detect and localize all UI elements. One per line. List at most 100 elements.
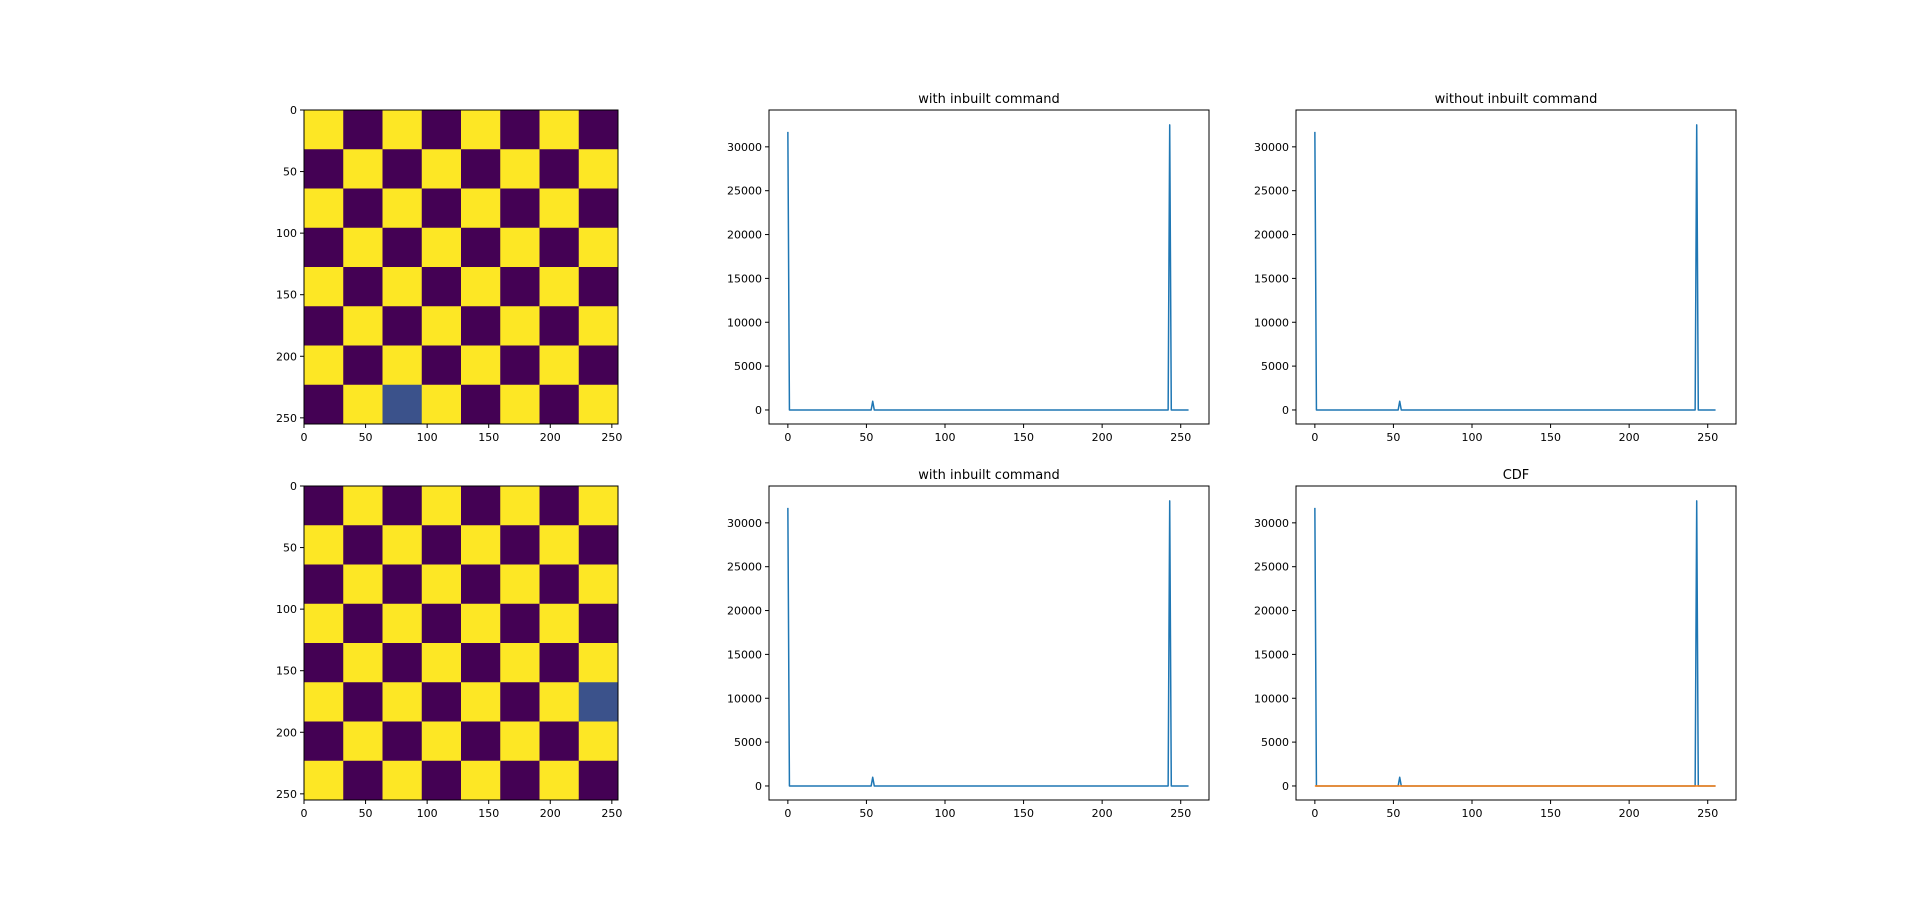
image-top-cell-1-5 [500,149,540,189]
hist-bottom-middle-frame [768,485,1210,801]
image-bottom-frame [303,485,619,801]
image-bottom-cell-0-7 [578,486,619,526]
hist-top-middle-ytick-label-5000: 5000 [734,360,762,373]
image-bottom-cell-5-6 [539,682,580,722]
image-top-cell-7-1 [343,384,383,425]
image-top-cell-4-0 [304,267,344,307]
image-bottom-cell-6-4 [461,721,501,762]
hist-top-right-ytick-label-20000: 20000 [1254,229,1289,242]
image-bottom-cell-5-5 [500,682,540,722]
image-top-cell-6-3 [421,345,462,386]
image-top-xtick-label-250: 250 [601,431,622,444]
image-top-cell-5-3 [421,306,462,346]
hist-top-middle-ytick-label-10000: 10000 [727,316,762,329]
image-top-ytick-label-0: 0 [290,104,297,117]
hist-bottom-middle-ytick-label-15000: 15000 [727,648,762,661]
image-bottom-cell-1-4 [461,525,501,565]
image-bottom-cell-5-2 [382,682,423,722]
image-top-xtick-label-0: 0 [301,431,308,444]
panels: 0 50 100 150 200 250 0 50 100 150 200 250 0 50 100 150 2… [276,92,1737,820]
image-bottom-ytick-label-150: 150 [276,665,297,678]
image-bottom-cell-7-0 [304,760,344,801]
image-bottom-cell-6-6 [539,721,580,762]
image-bottom-cell-2-5 [500,564,540,605]
hist-top-middle-xtick-label-50: 50 [859,431,873,444]
hist-top-middle-xtick-label-200: 200 [1092,431,1113,444]
image-top-cell-2-6 [539,188,580,229]
image-bottom-xtick-label-150: 150 [478,807,499,820]
image-bottom-cell-0-3 [421,486,462,526]
image-top-ytick-label-150: 150 [276,289,297,302]
image-bottom-cell-2-3 [421,564,462,605]
image-top-cell-7-6 [539,384,580,425]
image-bottom-cell-3-3 [421,603,462,644]
image-bottom-cell-2-6 [539,564,580,605]
hist-bottom-middle-ytick-label-20000: 20000 [727,605,762,618]
hist-top-middle-series-0-line [787,124,1189,411]
image-top-cell-5-2 [382,306,423,346]
image-bottom-xtick-label-0: 0 [301,807,308,820]
image-top-cell-2-4 [461,188,501,229]
image-top-cell-4-1 [343,267,383,307]
image-bottom-cell-5-3 [421,682,462,722]
hist-top-right-xtick-label-0: 0 [1311,431,1318,444]
image-bottom-cell-4-2 [382,643,423,683]
image-bottom-cell-4-1 [343,643,383,683]
image-top-cell-6-5 [500,345,540,386]
image-bottom-cell-3-1 [343,603,383,644]
hist-top-right-xtick-label-50: 50 [1386,431,1400,444]
hist-bottom-middle-title: with inbuilt command [918,468,1059,483]
image-bottom-cell-4-5 [500,643,540,683]
image-bottom-ytick-label-100: 100 [276,603,297,616]
hist-top-middle-ytick-label-20000: 20000 [727,229,762,242]
hist-bottom-right-ytick-label-0: 0 [1282,780,1289,793]
hist-bottom-middle: 0 50 100 150 200 250 0 5000 10000 15000 20000 25000… [727,468,1210,820]
image-bottom-cell-1-1 [343,525,383,565]
image-top-cell-4-5 [500,267,540,307]
image-top-cell-6-7 [578,345,619,386]
hist-top-right-series-0-line [1314,124,1716,411]
image-top-xtick-label-150: 150 [478,431,499,444]
image-top-cell-5-5 [500,306,540,346]
image-bottom-cell-6-0 [304,721,344,762]
image-bottom-cell-1-0 [304,525,344,565]
image-bottom-cell-7-5 [500,760,540,801]
image-top-ytick-label-200: 200 [276,350,297,363]
image-bottom-cell-1-6 [539,525,580,565]
image-top-cell-0-0 [304,110,344,150]
image-bottom-cell-1-7 [578,525,619,565]
hist-top-right-ytick-label-0: 0 [1282,404,1289,417]
hist-top-right-xtick-label-150: 150 [1540,431,1561,444]
hist-top-right-ytick-label-25000: 25000 [1254,185,1289,198]
hist-bottom-right-ytick-label-30000: 30000 [1254,517,1289,530]
image-bottom-cell-1-5 [500,525,540,565]
hist-bottom-middle-xtick-label-50: 50 [859,807,873,820]
image-bottom-cell-4-4 [461,643,501,683]
image-bottom-cell-7-4 [461,760,501,801]
hist-bottom-middle-ytick-label-25000: 25000 [727,561,762,574]
hist-bottom-middle-ytick-label-0: 0 [755,780,762,793]
image-top-cell-2-7 [578,188,619,229]
hist-top-right-ytick-label-30000: 30000 [1254,141,1289,154]
image-top-ytick-label-100: 100 [276,227,297,240]
hist-bottom-right: 0 50 100 150 200 250 0 5000 10000 15000 20000 25000… [1254,468,1737,820]
image-bottom-cell-0-6 [539,486,580,526]
image-bottom-cell-6-5 [500,721,540,762]
hist-bottom-middle-xtick-label-200: 200 [1092,807,1113,820]
image-bottom-cell-2-0 [304,564,344,605]
image-bottom-cell-0-1 [343,486,383,526]
hist-bottom-right-xtick-label-200: 200 [1619,807,1640,820]
image-bottom-cell-7-3 [421,760,462,801]
image-bottom-ytick-label-0: 0 [290,480,297,493]
image-top-cell-7-5 [500,384,540,425]
hist-top-middle-xtick-label-100: 100 [935,431,956,444]
image-bottom-cell-7-2 [382,760,423,801]
image-top-cell-3-1 [343,227,383,268]
hist-top-right-xtick-label-250: 250 [1697,431,1718,444]
hist-top-middle-xtick-label-250: 250 [1170,431,1191,444]
image-top-xtick-label-50: 50 [359,431,373,444]
image-bottom-cell-4-0 [304,643,344,683]
image-top-cell-6-2 [382,345,423,386]
image-top-xtick-label-200: 200 [540,431,561,444]
